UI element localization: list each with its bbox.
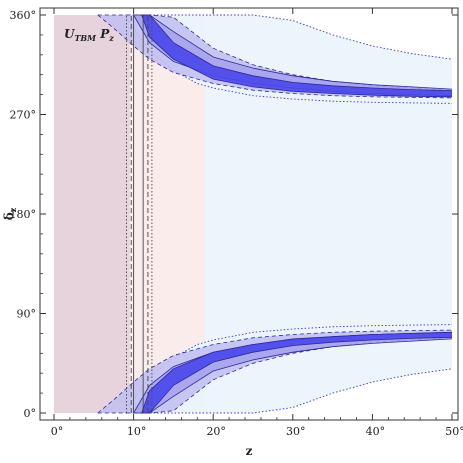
band-outer-middle [205,85,452,343]
band-light-upper [97,15,453,98]
y-tick-label: 270° [10,109,37,122]
band-mid-edge-lower-low [133,338,453,414]
y-tick-label: 360° [10,9,37,22]
band-outer-edge-lower-low [125,368,453,414]
x-tick-label: 0° [51,425,64,438]
chart-annotation: UTBM Pz [64,27,114,43]
band-dark-upper [141,15,452,97]
vertical-line-layer [125,15,153,413]
tick-layer: 0° 10° 20° 30° 40° 50° 0° 90° 180° 270° 360° [10,8,463,438]
x-tick-label: 50° [445,425,463,438]
vertical-band [54,15,130,413]
band-dark-lower [141,332,452,413]
band-dark-edge-lower-low [141,336,453,414]
band-layer [54,14,453,414]
band-light-lower [97,330,453,413]
band-mid-edge-upper-high [133,14,453,90]
band-dark-edge-upper-low [141,14,453,98]
band-dark-edge-lower-high [141,331,453,414]
band-outer-edge-upper-high [125,14,453,60]
y-tick-label: 90° [17,308,37,321]
x-tick-label: 40° [366,425,386,438]
x-axis-title: z [246,444,253,458]
y-tick-label: 0° [24,407,37,420]
y-tick-label: 180° [10,208,37,221]
band-dark-edge-upper-high [141,14,453,92]
y-axis-title: δz [2,207,18,220]
x-tick-label: 20° [206,425,226,438]
x-tick-label: 30° [286,425,306,438]
x-tick-label: 10° [127,425,147,438]
